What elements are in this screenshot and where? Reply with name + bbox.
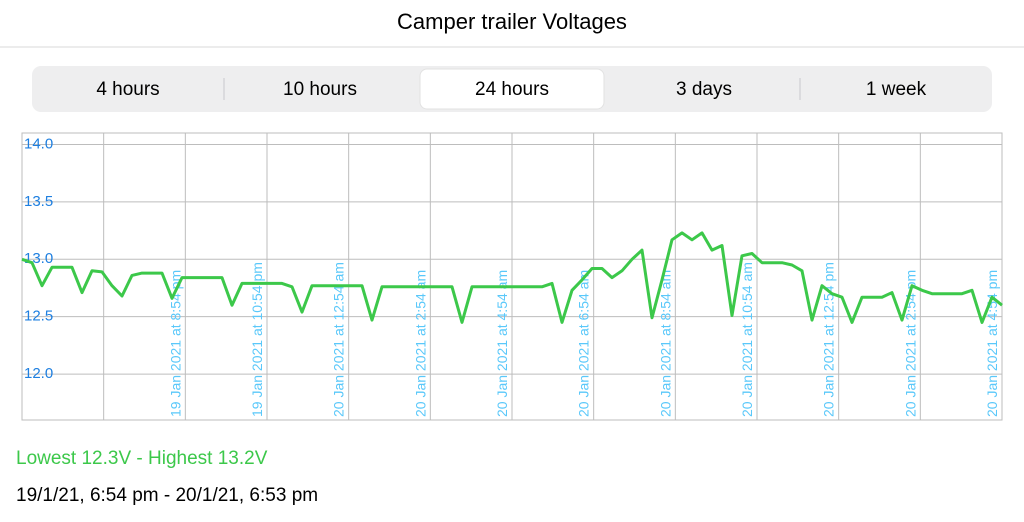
x-tick-label: 20 Jan 2021 at 4:54 pm — [984, 270, 1000, 417]
selected-tab — [419, 68, 605, 110]
y-tick-label: 14.0 — [24, 135, 53, 152]
tab[interactable]: 3 days — [676, 79, 732, 100]
tab[interactable]: 10 hours — [283, 79, 357, 100]
x-tick-label: 20 Jan 2021 at 2:54 am — [412, 270, 428, 417]
x-tick-label: 19 Jan 2021 at 8:54 pm — [167, 270, 183, 417]
x-tick-label: 20 Jan 2021 at 6:54 am — [576, 270, 592, 417]
x-tick-label: 20 Jan 2021 at 10:54 am — [739, 262, 755, 417]
x-tick-label: 20 Jan 2021 at 4:54 am — [494, 270, 510, 417]
voltage-line — [21, 231, 1003, 324]
screen-title: Camper trailer Voltages — [397, 9, 627, 34]
y-tick-label: 12.0 — [24, 365, 53, 382]
y-tick-label: 13.0 — [24, 250, 53, 267]
x-tick-label: 20 Jan 2021 at 12:54 pm — [821, 262, 837, 417]
x-tick-label: 19 Jan 2021 at 10:54 pm — [249, 262, 265, 417]
y-tick-label: 13.5 — [24, 193, 53, 210]
x-tick-label: 20 Jan 2021 at 12:54 am — [331, 262, 347, 417]
tab[interactable]: 1 week — [866, 79, 927, 100]
period-summary: 19/1/21, 6:54 pm - 20/1/21, 6:53 pm — [16, 485, 318, 506]
tab[interactable]: 24 hours — [475, 79, 549, 100]
tab[interactable]: 4 hours — [96, 79, 159, 100]
y-tick-label: 12.5 — [24, 308, 53, 325]
x-tick-label: 20 Jan 2021 at 8:54 am — [657, 270, 673, 417]
range-summary: Lowest 12.3V - Highest 13.2V — [16, 448, 268, 469]
